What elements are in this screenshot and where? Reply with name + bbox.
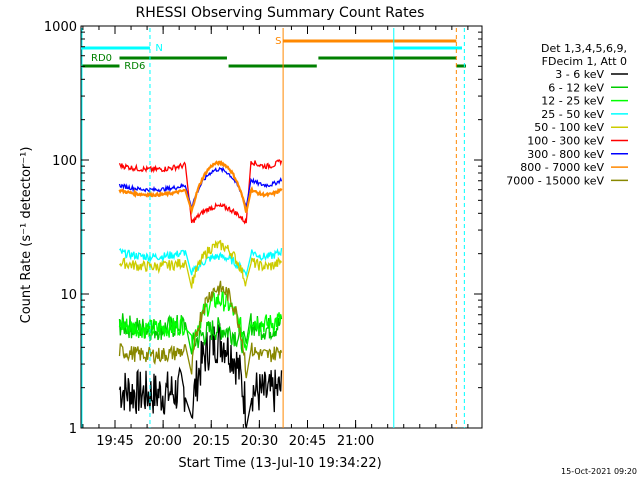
y-tick-label: 100: [52, 154, 77, 169]
x-tick-label: 20:30: [241, 434, 278, 449]
x-tick-label: 20:45: [289, 434, 326, 449]
legend-item-label: 100 - 300 keV: [527, 135, 604, 148]
legend-item-label: 800 - 7000 keV: [520, 161, 604, 174]
x-axis-label: Start Time (13-Jul-10 19:34:22): [178, 456, 381, 471]
legend-header: FDecim 1, Att 0: [542, 55, 627, 68]
legend-item-label: 3 - 6 keV: [555, 68, 604, 81]
annotation-label: RD0: [91, 53, 112, 64]
legend: Det 1,3,4,5,6,9,FDecim 1, Att 03 - 6 keV…: [506, 42, 628, 187]
axes-layer: 19:45 20:00 20:15 20:30 20:45 21:00 1 10 100 1000: [44, 20, 482, 449]
annotation-label: S: [275, 36, 281, 47]
plot-frame: [80, 25, 483, 429]
legend-item-label: 6 - 12 keV: [548, 81, 604, 94]
series-line: [118, 239, 283, 289]
timestamp: 15-Oct-2021 09:20: [561, 467, 637, 476]
legend-item-label: 300 - 800 keV: [527, 148, 604, 161]
y-tick-label: 10: [60, 288, 77, 303]
y-tick-label: 1: [69, 422, 77, 437]
series-line: [118, 280, 283, 379]
annotation-label: N: [155, 43, 162, 54]
x-tick-label: 20:15: [193, 434, 230, 449]
annotation-layer: N S RD0 RD6: [81, 28, 466, 428]
x-tick-label: 21:00: [337, 434, 374, 449]
series-line: [118, 160, 283, 215]
legend-item-label: 25 - 50 keV: [541, 108, 604, 121]
legend-item-label: 7000 - 15000 keV: [506, 174, 604, 187]
legend-item-label: 50 - 100 keV: [534, 121, 604, 134]
y-axis-label: Count Rate (s⁻¹ detector⁻¹): [19, 147, 34, 324]
series-layer: [118, 158, 283, 429]
y-tick-label: 1000: [44, 20, 77, 35]
chart-title: RHESSI Observing Summary Count Rates: [136, 5, 425, 21]
legend-header: Det 1,3,4,5,6,9,: [541, 42, 627, 55]
legend-item-label: 12 - 25 keV: [541, 95, 604, 108]
x-tick-label: 19:45: [96, 434, 133, 449]
x-tick-label: 20:00: [144, 434, 181, 449]
plot-area: [80, 25, 483, 429]
series-line: [118, 158, 283, 225]
annotation-label: RD6: [124, 61, 145, 72]
series-line: [118, 323, 283, 429]
